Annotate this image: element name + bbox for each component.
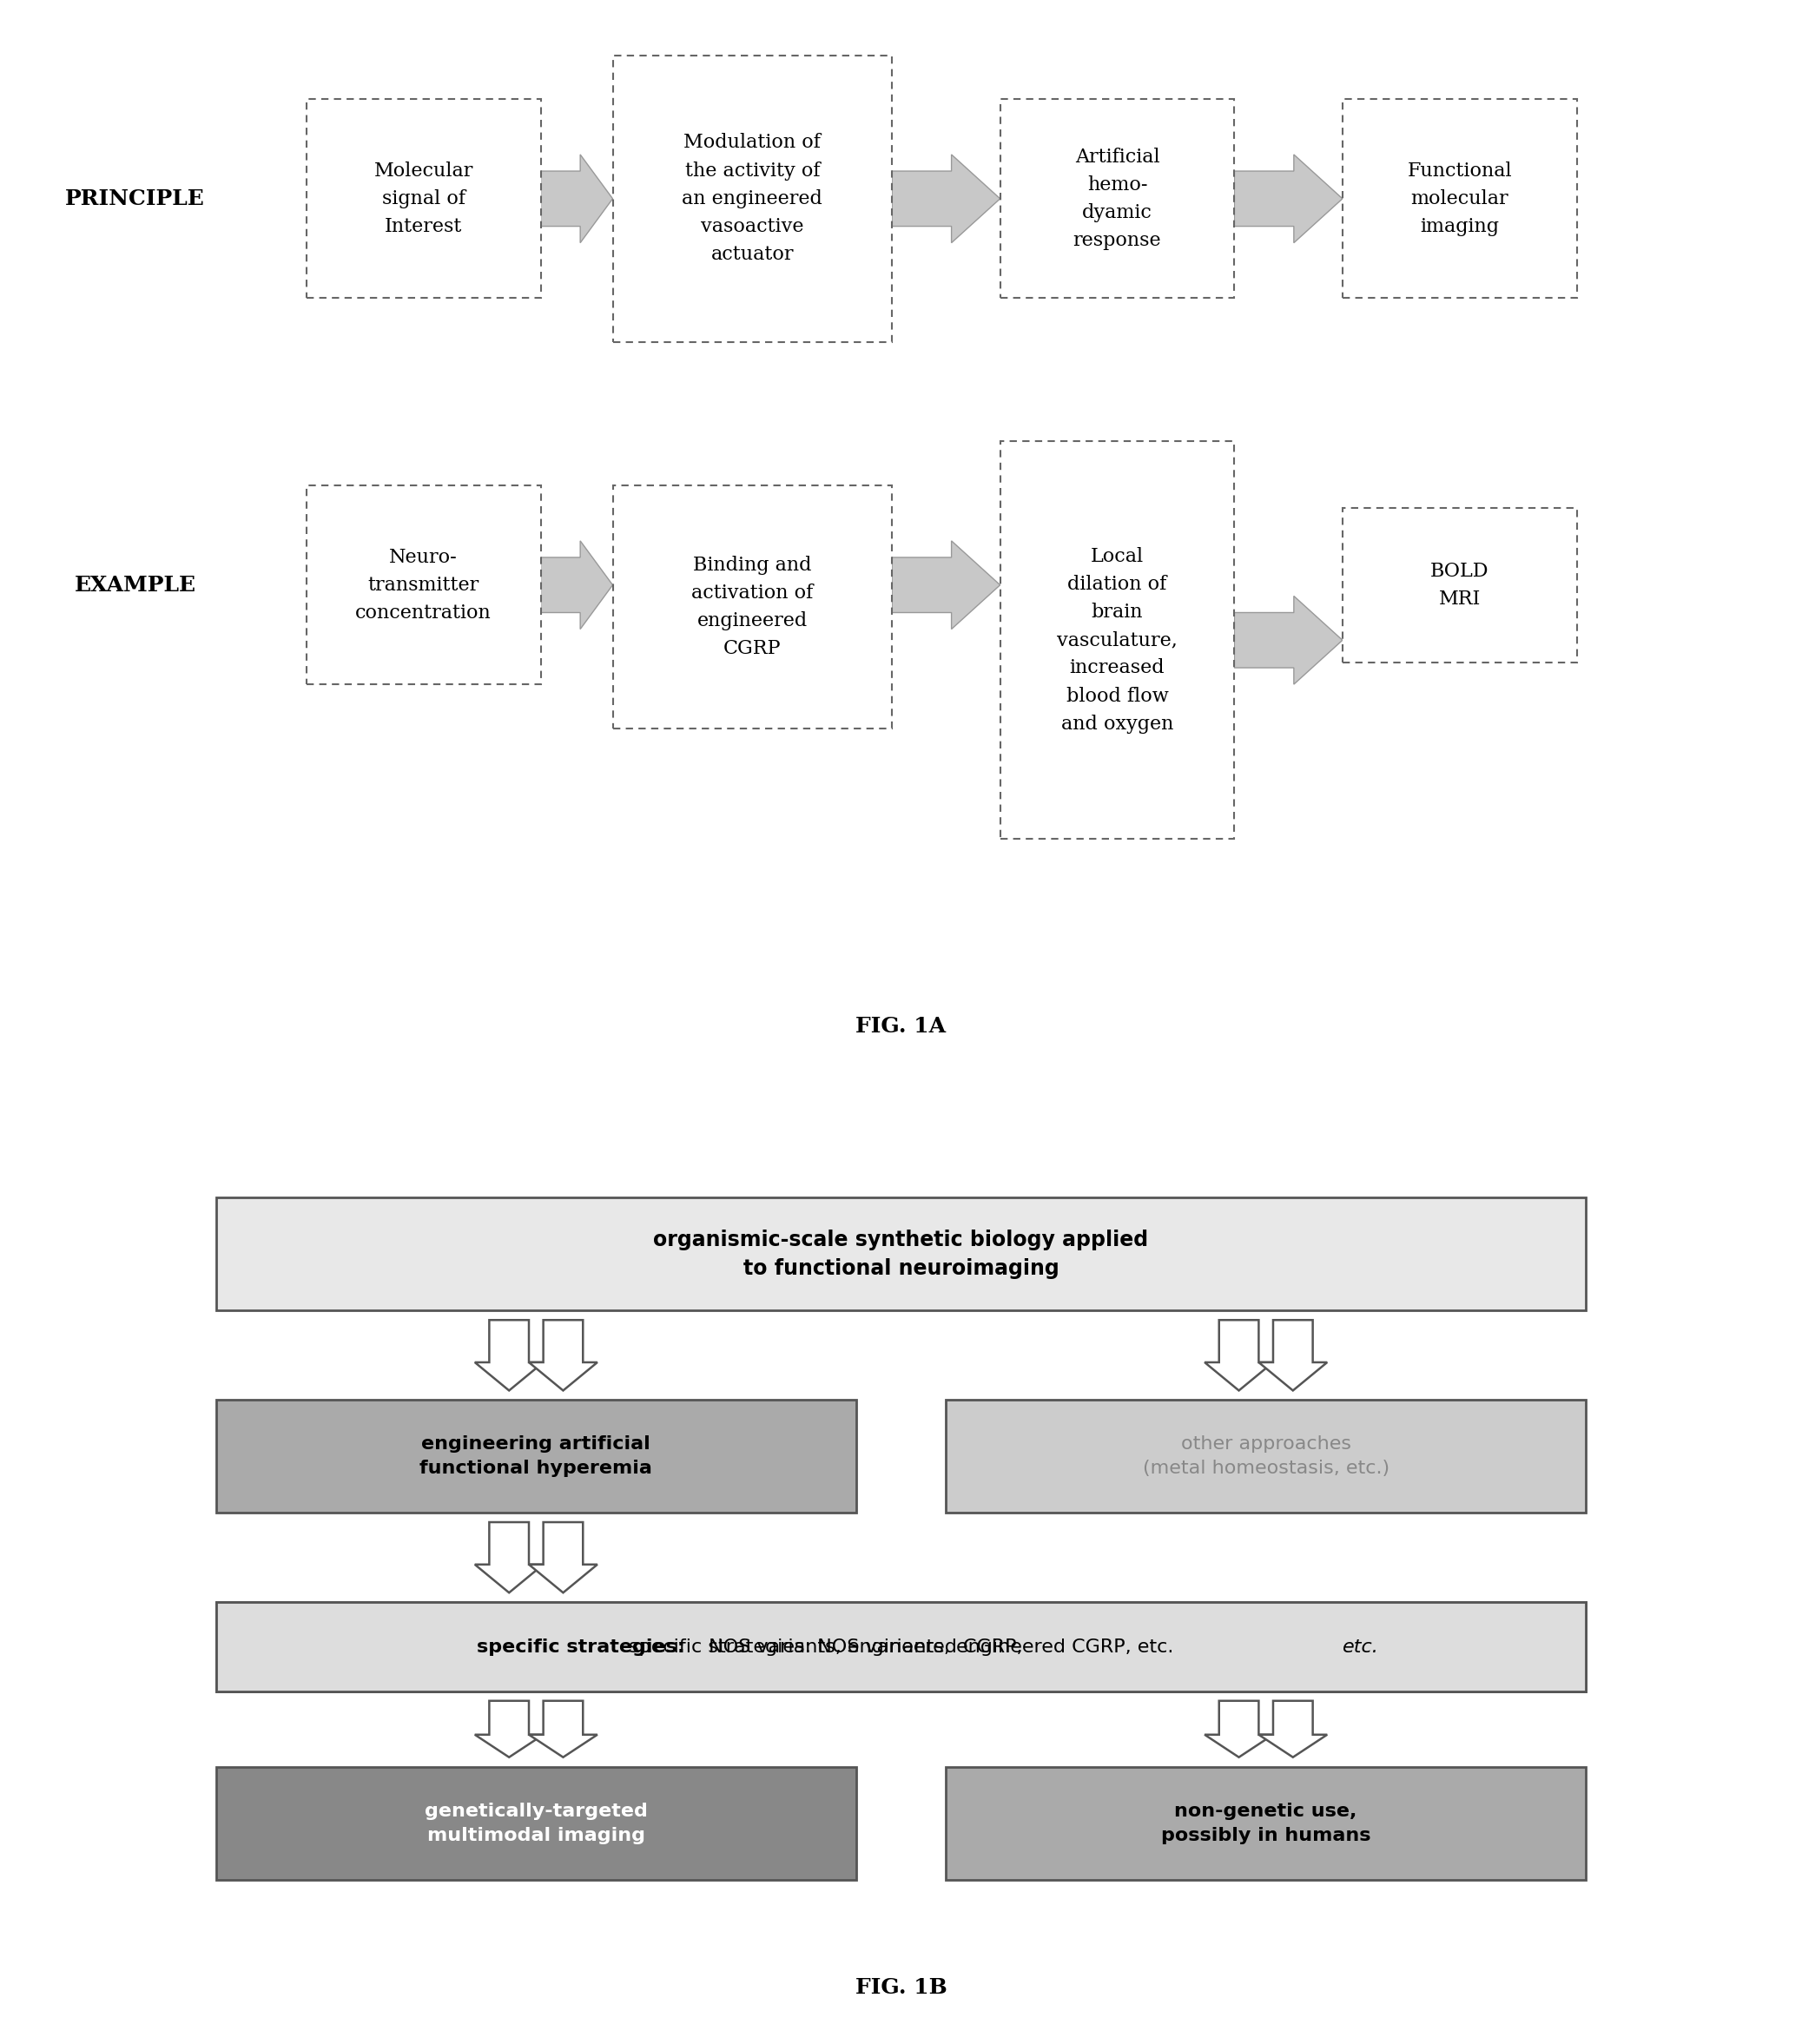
Bar — [1342, 100, 1577, 298]
Text: Local
dilation of
brain
vasculature,
increased
blood flow
and oxygen: Local dilation of brain vasculature, inc… — [1058, 546, 1177, 734]
Bar — [613, 55, 892, 341]
Text: FIG. 1A: FIG. 1A — [856, 1016, 946, 1036]
Polygon shape — [1258, 1701, 1326, 1758]
Text: genetically-targeted
multimodal imaging: genetically-targeted multimodal imaging — [425, 1803, 647, 1844]
Bar — [216, 1602, 1586, 1692]
Polygon shape — [474, 1701, 544, 1758]
Text: organismic-scale synthetic biology applied
to functional neuroimaging: organismic-scale synthetic biology appli… — [654, 1228, 1148, 1280]
Bar — [1000, 100, 1234, 298]
Bar — [306, 486, 541, 685]
Text: EXAMPLE: EXAMPLE — [74, 574, 196, 595]
Text: etc.: etc. — [1342, 1637, 1379, 1656]
Bar — [613, 486, 892, 728]
Bar — [946, 1766, 1586, 1880]
Bar — [306, 100, 541, 298]
Polygon shape — [474, 1523, 544, 1592]
Text: Molecular
signal of
Interest: Molecular signal of Interest — [373, 161, 474, 237]
Text: BOLD
MRI: BOLD MRI — [1431, 562, 1488, 609]
Polygon shape — [1234, 155, 1342, 243]
Text: specific strategies: NOS variants, engineered CGRP, etc.: specific strategies: NOS variants, engin… — [629, 1637, 1173, 1656]
Text: Functional
molecular
imaging: Functional molecular imaging — [1407, 161, 1512, 237]
Bar — [216, 1766, 856, 1880]
Bar — [1342, 507, 1577, 662]
Text: FIG. 1B: FIG. 1B — [856, 1977, 946, 1997]
Polygon shape — [528, 1320, 598, 1390]
Bar — [216, 1400, 856, 1513]
Text: Modulation of
the activity of
an engineered
vasoactive
actuator: Modulation of the activity of an enginee… — [681, 133, 824, 264]
Polygon shape — [528, 1701, 598, 1758]
Polygon shape — [541, 155, 613, 243]
Polygon shape — [892, 542, 1000, 630]
Text: PRINCIPLE: PRINCIPLE — [65, 188, 205, 208]
Polygon shape — [1234, 597, 1342, 685]
Text: Artificial
hemo-
dyamic
response: Artificial hemo- dyamic response — [1074, 147, 1160, 249]
Polygon shape — [541, 542, 613, 630]
Bar — [1000, 442, 1234, 838]
Polygon shape — [474, 1320, 544, 1390]
Text: other approaches
(metal homeostasis, etc.): other approaches (metal homeostasis, etc… — [1142, 1435, 1389, 1478]
Text: specific strategies:: specific strategies: — [476, 1637, 685, 1656]
Polygon shape — [1204, 1701, 1272, 1758]
Bar — [216, 1198, 1586, 1310]
Text: Binding and
activation of
engineered
CGRP: Binding and activation of engineered CGR… — [692, 556, 813, 658]
Text: Neuro-
transmitter
concentration: Neuro- transmitter concentration — [355, 548, 492, 623]
Text: engineering artificial
functional hyperemia: engineering artificial functional hypere… — [420, 1435, 652, 1478]
Bar — [946, 1400, 1586, 1513]
Polygon shape — [1204, 1320, 1272, 1390]
Text: NOS variants, engineered CGRP,: NOS variants, engineered CGRP, — [703, 1637, 1029, 1656]
Polygon shape — [892, 155, 1000, 243]
Bar — [216, 1602, 1586, 1692]
Text: non-genetic use,
possibly in humans: non-genetic use, possibly in humans — [1160, 1803, 1371, 1844]
Polygon shape — [528, 1523, 598, 1592]
Polygon shape — [1258, 1320, 1326, 1390]
